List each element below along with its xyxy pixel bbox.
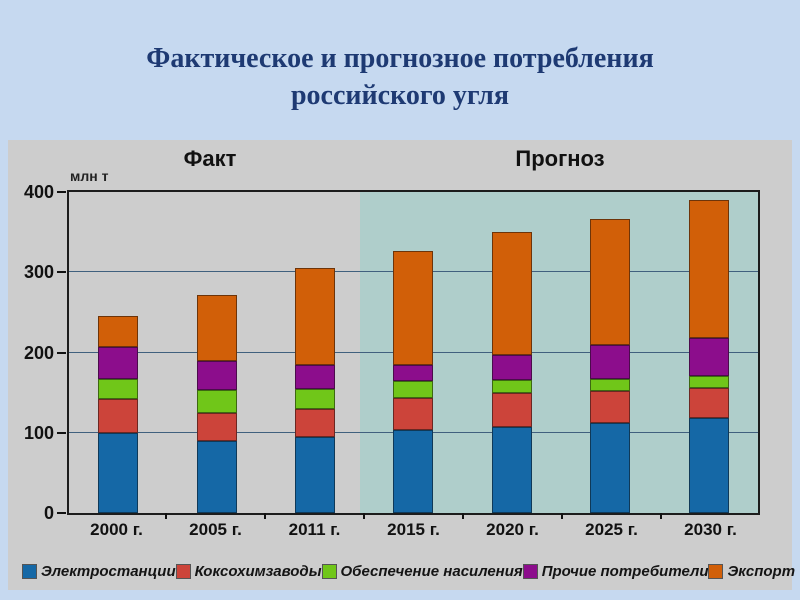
x-axis-label: 2030 г. [684, 520, 737, 539]
legend-item: Экспорт [708, 563, 795, 580]
bar-segment [491, 379, 532, 394]
bar-stack [491, 232, 532, 513]
bar-segment [196, 294, 237, 361]
section-header-fact: Факт [183, 146, 237, 171]
bar-segment [688, 200, 729, 339]
plot-area [67, 190, 760, 515]
y-tick-mark-0 [57, 512, 66, 514]
bar-segment [590, 391, 631, 424]
bar-segment [196, 360, 237, 391]
bar-column-2030 [660, 192, 758, 513]
legend: Электростанции Коксохимзаводы Обеспечение … [22, 558, 795, 584]
bar-segment [295, 268, 336, 365]
section-header-forecast: Прогноз [515, 146, 605, 171]
y-tick-mark-400 [57, 191, 66, 193]
x-axis-label: 2025 г. [585, 520, 638, 539]
bar-segment [491, 427, 532, 513]
y-tick-label-0: 0 [43, 503, 54, 523]
legend-swatch [22, 563, 37, 579]
legend-item: Обеспечение насиления [321, 562, 523, 580]
chart-panel: Факт Прогноз млн т 0 100 200 300 400 2000 г.… [8, 140, 795, 590]
y-tick-mark-200 [57, 351, 66, 354]
y-tick-mark-100 [57, 431, 66, 434]
y-axis-unit-label: млн т [70, 168, 109, 184]
legend-swatch [522, 563, 538, 579]
bar-stack [590, 219, 631, 513]
bar-stack [688, 200, 729, 513]
y-tick-label-300: 300 [23, 262, 54, 283]
bar-segment [393, 430, 434, 513]
y-tick-label-400: 400 [23, 182, 54, 202]
x-axis-label: 2015 г. [387, 520, 440, 539]
bar-segment [393, 251, 434, 365]
legend-label: Электростанции [41, 562, 176, 580]
bar-segment [98, 432, 139, 513]
bar-segment [295, 364, 336, 389]
bar-segment [98, 399, 139, 433]
x-axis-tick [264, 513, 266, 519]
bar-segment [393, 380, 434, 399]
bar-segment [590, 219, 631, 346]
x-axis-tick [660, 513, 662, 519]
bar-segment [688, 418, 729, 513]
x-axis-tick [363, 513, 365, 519]
bar-column-2000 [69, 192, 167, 513]
title-line-2: российского угля [290, 80, 510, 111]
bar-segment [98, 346, 139, 379]
legend-label: Прочие потребители [541, 562, 709, 580]
bar-segment [295, 436, 336, 513]
x-axis-label: 2011 г. [288, 520, 341, 539]
bars-layer [69, 192, 758, 513]
bar-column-2015 [364, 192, 462, 513]
legend-item: Прочие потребители [522, 562, 709, 580]
x-axis-label: 2020 г. [486, 520, 539, 539]
bar-stack [295, 268, 336, 513]
bar-segment [196, 412, 237, 441]
bar-segment [590, 379, 631, 392]
bar-column-2005 [167, 192, 265, 513]
bar-stack [98, 316, 139, 513]
bar-segment [688, 387, 729, 419]
bar-segment [295, 388, 336, 409]
legend-item: Коксохимзаводы [175, 562, 322, 580]
legend-label: Коксохимзаводы [194, 562, 322, 580]
bar-segment [491, 354, 532, 380]
bar-segment [590, 345, 631, 379]
legend-item: Электростанции [22, 563, 176, 580]
legend-swatch [175, 563, 191, 579]
legend-label: Экспорт [727, 562, 796, 580]
bar-column-2020 [463, 192, 561, 513]
bar-segment [688, 375, 729, 388]
bar-segment [688, 338, 729, 376]
legend-swatch [708, 563, 724, 579]
x-axis-tick [165, 513, 167, 519]
bar-segment [491, 393, 532, 428]
x-axis-tick [462, 513, 464, 519]
x-axis-labels: 2000 г. 2005 г. 2011 г. 2015 г. 2020 г. 2025 … [67, 513, 760, 543]
y-tick-label-100: 100 [23, 422, 54, 443]
bar-segment [590, 423, 631, 513]
bar-segment [98, 378, 139, 400]
bar-column-2011 [266, 192, 364, 513]
bar-stack [393, 251, 434, 513]
bar-segment [491, 232, 532, 355]
page-title: Фактическое и прогнозное потребления рос… [0, 40, 800, 114]
bar-column-2025 [561, 192, 659, 513]
y-tick-label-200: 200 [23, 342, 54, 363]
bar-segment [98, 316, 139, 347]
bar-segment [196, 440, 237, 513]
bar-stack [196, 294, 237, 513]
bar-segment [295, 408, 336, 437]
bar-segment [393, 398, 434, 431]
legend-label: Обеспечение насиления [340, 562, 523, 580]
x-axis-tick [561, 513, 563, 519]
x-axis-label: 2000 г. [90, 520, 143, 539]
x-axis-label: 2005 г. [189, 520, 242, 539]
y-tick-mark-300 [57, 271, 66, 274]
legend-swatch [321, 563, 337, 579]
bar-segment [393, 364, 434, 381]
title-line-1: Фактическое и прогнозное потребления [146, 43, 654, 74]
bar-segment [196, 390, 237, 413]
